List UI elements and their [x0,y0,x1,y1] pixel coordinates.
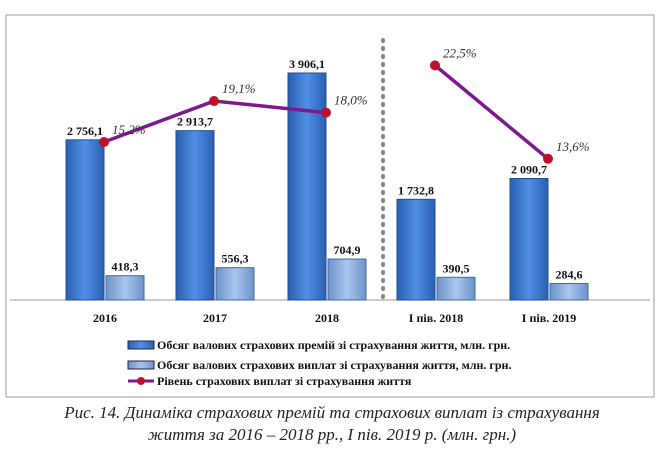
data-label-premiums: 3 906,1 [289,57,325,71]
bar-premiums [509,178,549,301]
x-tick-label: 2017 [203,311,227,325]
data-label-payouts: 556,3 [222,252,249,266]
legend-label-level: Рівень страхових виплат зі страхування ж… [157,374,412,388]
data-label-premiums: 2 090,7 [511,163,547,177]
data-label-payouts: 704,9 [334,243,361,257]
legend-swatch-premiums [127,340,155,350]
data-label-payouts: 418,3 [112,260,139,274]
data-label-level: 15,2% [112,122,146,137]
bar-premiums [396,198,436,301]
point-level [430,60,440,71]
point-level [321,107,331,118]
legend-swatch-payouts [127,360,155,370]
bar-payouts [549,282,589,301]
x-tick-label: I пів. 2019 [522,311,576,325]
data-label-level: 22,5% [443,45,477,60]
legend-label-premiums: Обсяг валових страхових премій зі страху… [157,338,510,352]
line-level [433,64,550,161]
data-label-level: 19,1% [222,81,256,96]
bar-premiums [175,130,215,301]
legend-label-payouts: Обсяг валових страхових виплат зі страху… [157,358,511,372]
bar-payouts [215,267,255,301]
data-label-level: 13,6% [556,139,590,154]
data-label-level: 18,0% [334,93,368,108]
bar-payouts [327,258,367,301]
point-level [99,137,109,147]
x-tick-label: I пів. 2018 [409,311,463,325]
legend: Обсяг валових страхових премій зі страху… [127,338,511,388]
x-tick-label: 2018 [315,311,339,325]
bar-payouts [436,276,476,301]
point-level [543,153,553,164]
caption-line-2: життя за 2016 – 2018 рр., І пів. 2019 р.… [148,425,517,444]
data-label-premiums: 2 913,7 [177,115,213,129]
data-label-payouts: 284,6 [556,267,583,281]
bar-payouts [105,275,145,301]
data-label-premiums: 2 756,1 [67,124,103,138]
bar-premiums [65,139,105,301]
point-level [209,96,219,107]
caption-line-1: Рис. 14. Динаміка страхових премій та ст… [63,403,600,422]
bar-premiums [287,72,327,301]
legend-marker-level [137,377,145,385]
x-tick-label: 2016 [93,311,117,325]
data-label-payouts: 390,5 [443,261,470,275]
data-label-premiums: 1 732,8 [398,183,434,197]
